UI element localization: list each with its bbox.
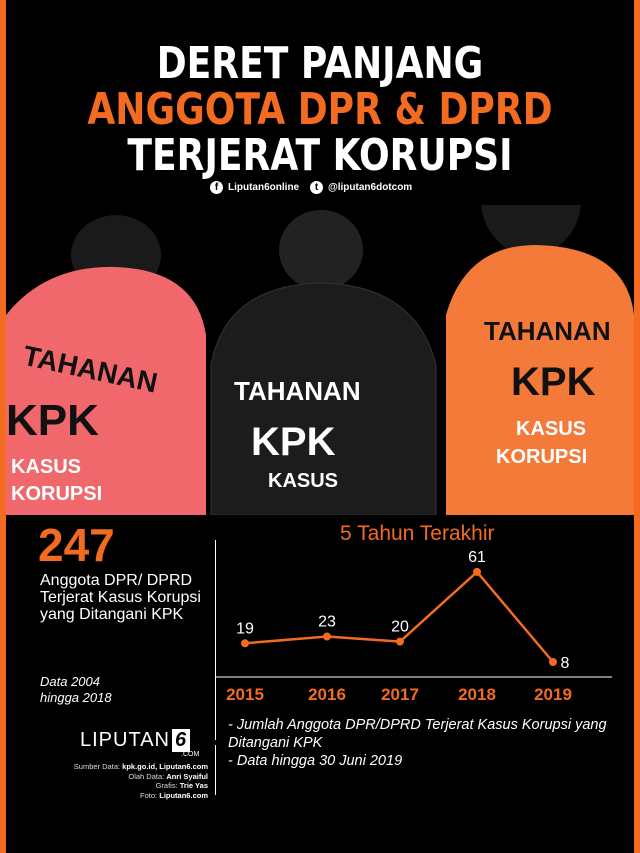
jacket-right-kasus: KASUS [516, 418, 586, 440]
credit-photo: Foto: Liputan6.com [140, 790, 208, 800]
jacket-right-korupsi: KORUPSI [496, 446, 587, 468]
data-label: 61 [468, 549, 486, 566]
data-point [549, 658, 557, 666]
jacket-left-korupsi: KORUPSI [11, 483, 102, 505]
jacket-middle-kasus: KASUS [268, 470, 338, 492]
twitter-link[interactable]: t @liputan6dotcom [310, 181, 412, 194]
chart-title: 5 Tahun Terakhir [340, 522, 495, 545]
data-label: 19 [236, 620, 254, 637]
total-count: 247 [38, 519, 115, 571]
series-line [244, 570, 554, 663]
data-point [396, 637, 404, 646]
facebook-link[interactable]: f Liputan6online [210, 181, 299, 194]
jacket-right-text: TAHANAN [484, 316, 611, 346]
data-label: 20 [391, 619, 409, 636]
data-label: 8 [561, 655, 570, 672]
credits: Sumber Data: kpk.go.id, Liputan6.com Ola… [74, 762, 208, 800]
period-note: Data 2004 hingga 2018 [40, 674, 112, 705]
logo-com: .COM [181, 751, 200, 758]
jacket-left-kasus: KASUS [11, 456, 81, 478]
footnote-2: - Data hingga 30 Juni 2019 [228, 753, 403, 769]
x-tick-label: 2019 [534, 685, 572, 704]
title-line-2: ANGGOTA DPR & DPRD [87, 84, 553, 135]
data-point [323, 632, 331, 641]
data-label: 23 [318, 614, 336, 631]
footnote-1: - Jumlah Anggota DPR/DPRD Terjerat Kasus… [228, 717, 607, 751]
total-description: Anggota DPR/ DPRD Terjerat Kasus Korupsi… [40, 572, 201, 623]
facebook-icon: f [210, 181, 223, 194]
jacket-right [446, 245, 634, 515]
x-tick-label: 2015 [226, 685, 264, 704]
jacket-middle-kpk: KPK [251, 420, 336, 464]
head-middle [279, 210, 363, 290]
facebook-handle: Liputan6online [228, 182, 300, 193]
jacket-left-kpk: KPK [6, 396, 99, 445]
head-right [481, 205, 581, 255]
right-border [634, 0, 640, 853]
credit-graphic: Grafis: Trie Yas [155, 781, 208, 790]
jacket-left [6, 266, 206, 515]
twitter-icon: t [310, 181, 323, 194]
line-chart: 19 2015 23 2016 20 2017 61 2018 8 2019 [216, 549, 612, 704]
photo-detainees: TAHANAN KPK KASUS KORUPSI TAHANAN KPK KA… [6, 205, 634, 515]
data-point [241, 639, 249, 648]
twitter-handle: @liputan6dotcom [328, 182, 413, 193]
jacket-middle-text: TAHANAN [234, 376, 361, 406]
x-tick-label: 2018 [458, 685, 496, 704]
jacket-middle [210, 282, 437, 515]
left-border [0, 0, 6, 853]
divider-footer [215, 745, 216, 795]
credit-source: Sumber Data: kpk.go.id, Liputan6.com [73, 762, 208, 771]
x-tick-label: 2017 [381, 685, 419, 704]
logo-six: 6 [171, 729, 191, 752]
footnotes: - Jumlah Anggota DPR/DPRD Terjerat Kasus… [228, 716, 640, 770]
jacket-right-kpk: KPK [511, 360, 596, 404]
logo-text: LIPUTAN [80, 729, 170, 751]
data-point [473, 567, 481, 576]
title-line-3: TERJERAT KORUPSI [127, 130, 513, 181]
credit-data: Olah Data: Anri Syaiful [128, 771, 208, 781]
divider [215, 540, 216, 740]
liputan6-logo: LIPUTAN 6 [80, 729, 191, 752]
x-tick-label: 2016 [308, 685, 346, 704]
title-line-1: DERET PANJANG [156, 38, 484, 89]
